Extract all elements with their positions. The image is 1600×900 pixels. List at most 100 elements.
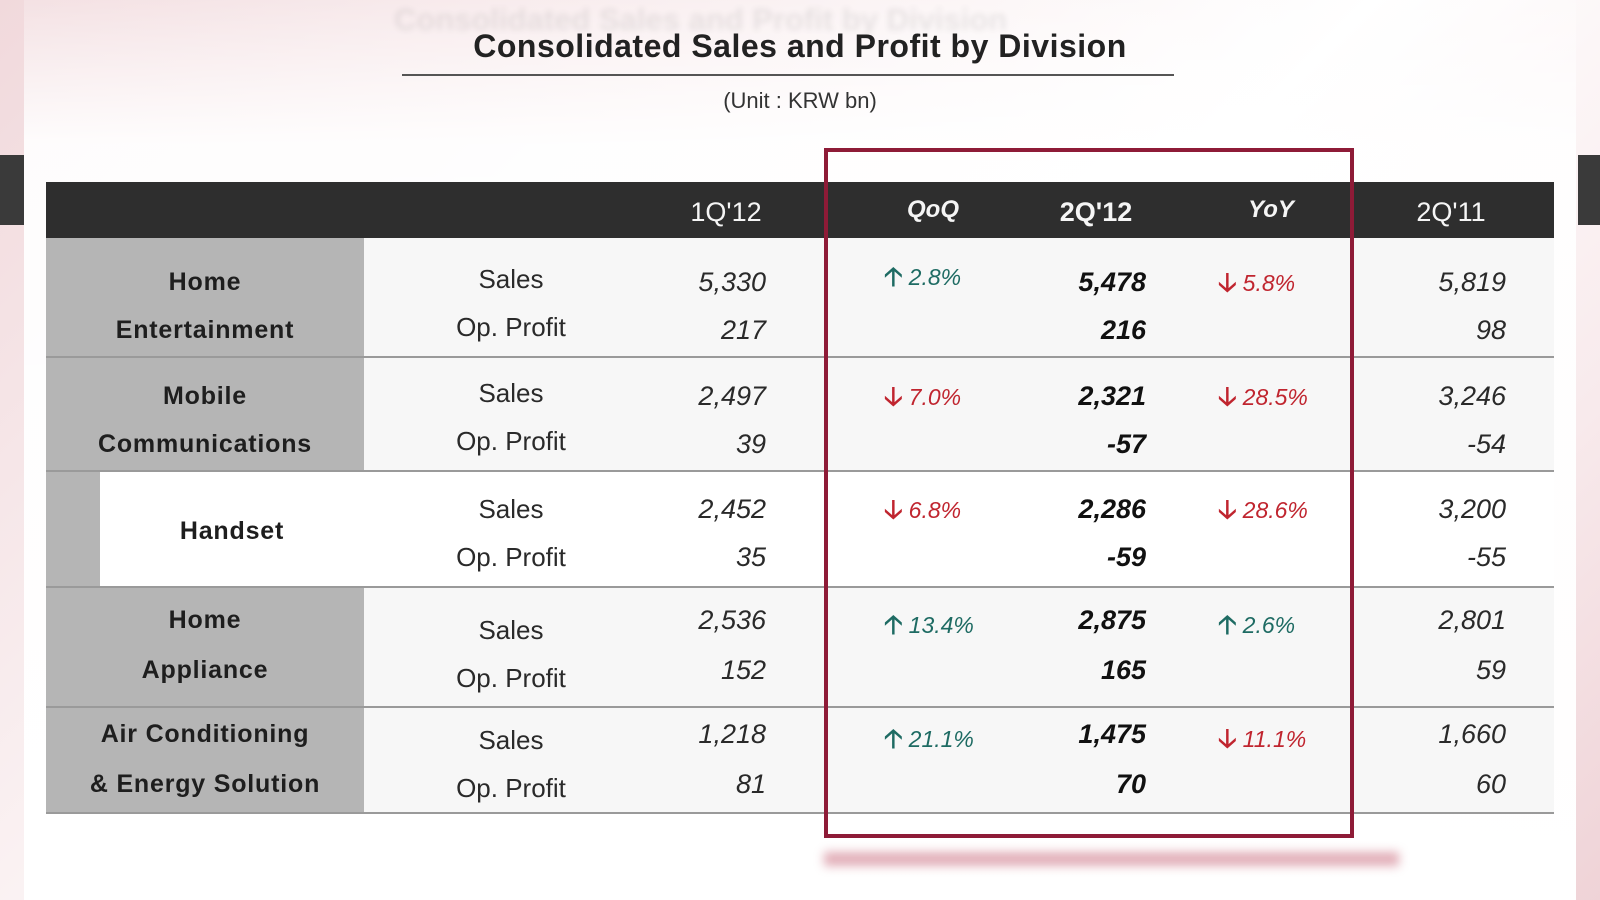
q11-profit: 60 [1475, 769, 1506, 799]
q1-sales: 2,536 [698, 605, 766, 635]
unit-note: (Unit : KRW bn) [723, 88, 877, 113]
division-cell [46, 588, 364, 706]
division-name: Air Conditioning [100, 720, 310, 748]
projector-edge-right [1578, 155, 1600, 225]
highlight-box-2q12 [824, 148, 1354, 838]
qoq-change: 🡡 2.8% [884, 252, 961, 301]
yoy-value: 28.5% [1242, 384, 1308, 410]
q1-profit: 217 [720, 315, 766, 345]
arrow-up-icon: 🡡 [884, 723, 903, 753]
q2-profit: 165 [1100, 655, 1146, 685]
q2-sales: 5,478 [1078, 267, 1146, 297]
q1-profit: 35 [735, 542, 766, 572]
arrow-up-icon: 🡡 [1218, 609, 1237, 639]
q2-profit: -59 [1106, 542, 1146, 572]
slide-title: Consolidated Sales and Profit by Divisio… [473, 28, 1127, 64]
q2-sales: 2,875 [1078, 605, 1146, 635]
q2-profit: 70 [1115, 769, 1146, 799]
table-row: Handset Sales Op. Profit 2,452 35 🡣 6.8% … [46, 472, 1554, 588]
profit-label: Op. Profit [456, 663, 566, 693]
profit-label: Op. Profit [456, 426, 566, 456]
q1-sales: 2,497 [698, 381, 766, 411]
yoy-value: 28.6% [1242, 497, 1308, 523]
qoq-value: 21.1% [908, 726, 974, 752]
q11-sales: 5,819 [1438, 267, 1506, 297]
yoy-change: 🡣 11.1% [1218, 714, 1306, 763]
arrow-down-icon: 🡣 [1218, 381, 1237, 411]
highlight-reflection [824, 852, 1399, 866]
col-2q12: 2Q'12 [1059, 197, 1133, 227]
table-row: Home Entertainment Sales Op. Profit 5,33… [46, 238, 1554, 358]
qoq-value: 6.8% [908, 497, 962, 523]
division-name-line2: Entertainment [115, 316, 295, 344]
qoq-value: 7.0% [908, 384, 962, 410]
q2-sales: 1,475 [1078, 719, 1146, 749]
arrow-down-icon: 🡣 [1218, 723, 1237, 753]
division-name: Handset [179, 517, 285, 545]
division-name-line2: Appliance [141, 656, 269, 684]
yoy-change: 🡣 28.6% [1218, 485, 1308, 534]
sales-label: Sales [478, 378, 544, 408]
title-underline [402, 74, 1174, 76]
qoq-change: 🡣 7.0% [884, 372, 961, 421]
qoq-change: 🡡 21.1% [884, 714, 974, 763]
col-qoq: QoQ [907, 196, 959, 223]
sales-label: Sales [478, 725, 544, 755]
col-yoy: YoY [1248, 196, 1294, 223]
sales-label: Sales [478, 264, 544, 294]
q1-sales: 5,330 [698, 267, 766, 297]
q11-profit: -55 [1466, 542, 1506, 572]
yoy-change: 🡣 28.5% [1218, 372, 1308, 421]
yoy-value: 11.1% [1242, 726, 1307, 752]
projector-edge-left [0, 155, 24, 225]
q2-sales: 2,286 [1078, 494, 1146, 524]
qoq-change: 🡡 13.4% [884, 600, 974, 649]
profit-label: Op. Profit [456, 542, 566, 572]
col-1q12: 1Q'12 [690, 197, 762, 227]
slide: Consolidated Sales and Profit by Divisio… [24, 0, 1576, 900]
division-name-line2: & Energy Solution [89, 770, 321, 798]
q2-sales: 2,321 [1078, 381, 1146, 411]
q11-profit: 98 [1475, 315, 1506, 345]
title-reflection: Consolidated Sales and Profit by Divisio… [394, 2, 1008, 37]
q11-sales: 3,200 [1438, 494, 1506, 524]
profit-label: Op. Profit [456, 773, 566, 803]
arrow-down-icon: 🡣 [1218, 267, 1237, 297]
q1-sales: 2,452 [698, 494, 766, 524]
arrow-up-icon: 🡡 [884, 609, 903, 639]
profit-label: Op. Profit [456, 312, 566, 342]
q11-profit: -54 [1466, 429, 1506, 459]
table-header: 1Q'12 QoQ 2Q'12 YoY 2Q'11 [46, 182, 1554, 238]
col-2q11: 2Q'11 [1416, 197, 1486, 227]
division-name: Mobile [163, 382, 247, 410]
table-row: Air Conditioning & Energy Solution Sales… [46, 708, 1554, 814]
qoq-value: 2.8% [908, 264, 962, 290]
q2-profit: -57 [1106, 429, 1146, 459]
table-row: Home Appliance Sales Op. Profit 2,536 15… [46, 588, 1554, 708]
q1-profit: 81 [735, 769, 766, 799]
yoy-change: 🡡 2.6% [1218, 600, 1295, 649]
q2-profit: 216 [1100, 315, 1146, 345]
division-name: Home [168, 268, 242, 296]
q1-sales: 1,218 [698, 719, 766, 749]
yoy-value: 2.6% [1242, 612, 1296, 638]
sales-label: Sales [478, 494, 544, 524]
qoq-change: 🡣 6.8% [884, 485, 961, 534]
q11-sales: 1,660 [1438, 719, 1506, 749]
division-cell [46, 472, 364, 586]
subdivision-cell [100, 472, 364, 586]
q11-profit: 59 [1475, 655, 1506, 685]
arrow-down-icon: 🡣 [1218, 494, 1237, 524]
division-name: Home [168, 606, 242, 634]
table-row: Mobile Communications Sales Op. Profit 2… [46, 358, 1554, 472]
q1-profit: 152 [720, 655, 766, 685]
arrow-down-icon: 🡣 [884, 494, 903, 524]
q11-sales: 3,246 [1438, 381, 1506, 411]
division-cell [46, 238, 364, 356]
division-cell [46, 358, 364, 470]
sales-label: Sales [478, 615, 544, 645]
arrow-up-icon: 🡡 [884, 261, 903, 291]
yoy-change: 🡣 5.8% [1218, 258, 1295, 307]
q1-profit: 39 [735, 429, 766, 459]
division-cell [46, 708, 364, 812]
